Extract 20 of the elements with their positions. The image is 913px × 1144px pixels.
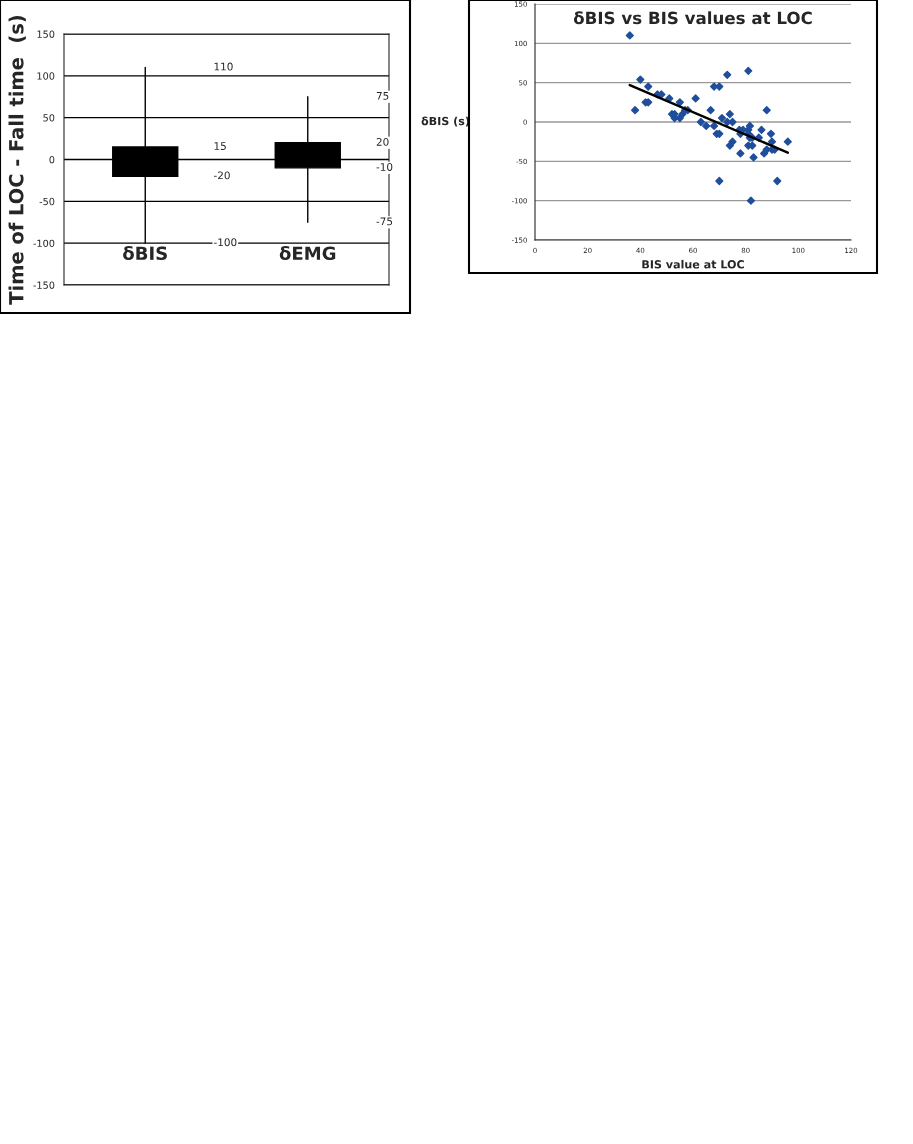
- y-tick-label: 150: [37, 30, 55, 38]
- y-tick-label: 50: [43, 114, 55, 122]
- y-tick-label: 100: [37, 72, 55, 80]
- y-tick-label: -50: [39, 197, 55, 206]
- annotation: -100: [214, 238, 237, 247]
- annotation: 20: [376, 137, 389, 146]
- annotation: 75: [376, 92, 389, 100]
- annotation: -20: [214, 171, 230, 180]
- y-tick-label: -150: [33, 281, 55, 289]
- chart-title: δBIS vs BIS values at LOC: [573, 11, 812, 25]
- x-tick-label: δEMG: [279, 245, 336, 261]
- x-axis-title: BIS value at LOC: [642, 259, 744, 269]
- y-axis-title: Time of LOC - Fall time (s): [8, 15, 26, 305]
- annotation: -10: [376, 163, 393, 171]
- annotation: 15: [214, 142, 226, 150]
- y-tick-label: -100: [33, 239, 55, 247]
- annotation: -75: [376, 217, 393, 226]
- annotation: 110: [214, 62, 233, 71]
- x-tick-label: δBIS: [123, 245, 167, 261]
- y-tick-label: 0: [49, 155, 55, 164]
